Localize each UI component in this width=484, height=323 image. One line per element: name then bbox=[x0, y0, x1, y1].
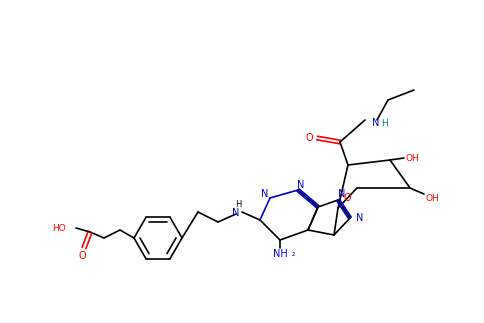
Text: OH: OH bbox=[425, 193, 439, 203]
Text: O: O bbox=[305, 133, 313, 143]
Text: H: H bbox=[381, 119, 388, 128]
Text: N: N bbox=[261, 189, 269, 199]
Text: H: H bbox=[235, 200, 241, 209]
Text: N: N bbox=[372, 118, 379, 128]
Text: O: O bbox=[78, 251, 86, 261]
Text: ₂: ₂ bbox=[291, 249, 295, 258]
Text: N: N bbox=[297, 180, 305, 190]
Text: HO: HO bbox=[52, 224, 66, 233]
Text: NH: NH bbox=[272, 249, 287, 259]
Text: N: N bbox=[338, 189, 346, 199]
Text: O: O bbox=[343, 193, 351, 203]
Text: N: N bbox=[356, 213, 363, 223]
Text: N: N bbox=[232, 208, 240, 218]
Text: OH: OH bbox=[405, 153, 419, 162]
